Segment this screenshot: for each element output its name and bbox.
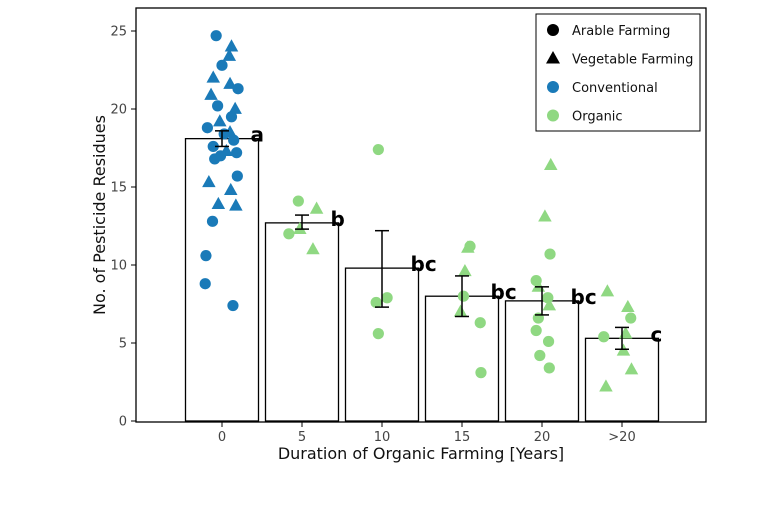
point-organic-arable-9 (475, 367, 487, 379)
point-organic-arable-19 (598, 331, 610, 343)
x-tick-label-0: 0 (218, 430, 226, 445)
legend: Arable Farming Vegetable Farming Conventio… (535, 13, 701, 132)
point-conventional-vegetable-2 (206, 70, 220, 83)
point-organic-vegetable-2 (306, 242, 320, 255)
legend-marker-vegetable-farming (546, 50, 560, 64)
x-tick-label-5: >20 (608, 430, 635, 445)
point-organic-vegetable-7 (538, 209, 552, 222)
point-organic-arable-8 (474, 317, 486, 329)
point-organic-arable-17 (543, 362, 555, 374)
legend-label-conventional: Conventional (572, 81, 658, 96)
point-organic-arable-2 (372, 143, 384, 156)
point-conventional-vegetable-8 (219, 143, 234, 156)
point-organic-arable-12 (542, 292, 554, 304)
point-conventional-arable-14 (200, 250, 212, 262)
point-conventional-vegetable-5 (228, 101, 242, 114)
point-conventional-arable-1 (216, 59, 228, 71)
x-tick-label-2: 10 (374, 430, 391, 445)
x-tick-label-1: 5 (298, 430, 306, 445)
data-points (199, 30, 639, 392)
point-organic-arable-15 (542, 335, 555, 348)
point-conventional-vegetable-3 (223, 76, 237, 89)
legend-marker-arable-farming (547, 24, 559, 36)
point-organic-vegetable-10 (600, 284, 615, 297)
point-organic-vegetable-3 (461, 240, 475, 253)
x-axis-title: Duration of Organic Farming [Years] (278, 444, 564, 463)
point-conventional-vegetable-0 (224, 39, 239, 52)
point-organic-arable-1 (283, 228, 295, 240)
legend-label-vegetable-farming: Vegetable Farming (572, 53, 693, 68)
point-organic-vegetable-14 (624, 362, 639, 375)
point-conventional-vegetable-9 (202, 175, 216, 188)
point-organic-arable-16 (534, 349, 546, 362)
point-conventional-vegetable-6 (213, 114, 227, 127)
point-organic-vegetable-9 (542, 298, 557, 311)
y-tick-label-5: 5 (119, 337, 127, 352)
point-organic-vegetable-0 (309, 201, 324, 214)
point-conventional-arable-15 (199, 278, 211, 290)
bar-0 (184, 137, 260, 422)
point-conventional-vegetable-11 (211, 196, 226, 210)
y-axis-title: No. of Pesticide Residues (90, 115, 109, 315)
point-conventional-arable-8 (207, 140, 219, 153)
point-organic-arable-14 (530, 324, 542, 337)
point-conventional-arable-4 (225, 111, 238, 123)
point-organic-vegetable-6 (544, 157, 558, 171)
significance-letter-4: bc (571, 285, 597, 309)
point-organic-vegetable-12 (618, 326, 633, 339)
significance-letter-5: c (651, 322, 663, 346)
point-organic-arable-4 (370, 296, 382, 309)
bars (184, 137, 660, 422)
point-conventional-arable-0 (210, 30, 222, 42)
point-organic-vegetable-11 (621, 299, 635, 312)
point-organic-vegetable-1 (293, 221, 307, 234)
significance-letters: a b bc bc bc c (251, 123, 663, 347)
y-tick-label-15: 15 (110, 181, 127, 196)
point-organic-arable-10 (544, 248, 556, 260)
significance-letter-2: bc (411, 252, 437, 276)
point-conventional-arable-16 (227, 299, 239, 312)
legend-marker-organic (547, 109, 559, 122)
point-organic-arable-18 (625, 312, 637, 324)
legend-marker-conventional (547, 81, 559, 93)
point-conventional-arable-12 (231, 170, 243, 182)
x-tick-label-3: 15 (454, 430, 471, 445)
point-conventional-vegetable-12 (229, 198, 243, 211)
point-conventional-arable-7 (228, 134, 240, 146)
point-conventional-arable-11 (209, 153, 221, 165)
point-conventional-vegetable-7 (223, 125, 237, 138)
point-organic-arable-5 (372, 328, 384, 340)
point-conventional-vegetable-1 (222, 48, 237, 61)
point-organic-vegetable-15 (599, 379, 613, 392)
x-axis-ticks: 0 5 10 15 20 >20 (218, 422, 636, 445)
y-axis-ticks: 0 5 10 15 20 25 (110, 25, 136, 430)
y-tick-label-0: 0 (119, 415, 127, 430)
point-organic-arable-7 (457, 290, 470, 302)
point-organic-vegetable-4 (458, 263, 472, 277)
y-tick-label-10: 10 (110, 259, 127, 274)
y-tick-label-25: 25 (110, 25, 127, 40)
plot-frame (135, 7, 707, 423)
x-tick-label-4: 20 (534, 430, 551, 445)
legend-label-organic: Organic (572, 110, 623, 125)
significance-letter-1: b (331, 207, 345, 231)
point-conventional-vegetable-4 (204, 87, 218, 100)
bar-1 (264, 222, 340, 422)
legend-label-arable-farming: Arable Farming (572, 24, 670, 39)
point-conventional-arable-3 (212, 100, 224, 112)
point-organic-arable-3 (381, 292, 393, 304)
legend-box (535, 13, 701, 132)
point-conventional-arable-9 (231, 147, 243, 159)
point-conventional-vegetable-10 (224, 182, 238, 195)
y-tick-label-20: 20 (110, 103, 127, 118)
point-organic-arable-0 (292, 195, 304, 207)
point-conventional-arable-2 (232, 83, 244, 95)
point-organic-vegetable-5 (453, 304, 468, 317)
point-conventional-arable-13 (206, 215, 219, 227)
point-conventional-arable-5 (201, 122, 213, 134)
error-bars (215, 130, 629, 350)
significance-letter-3: bc (491, 280, 517, 304)
significance-letter-0: a (251, 123, 265, 147)
